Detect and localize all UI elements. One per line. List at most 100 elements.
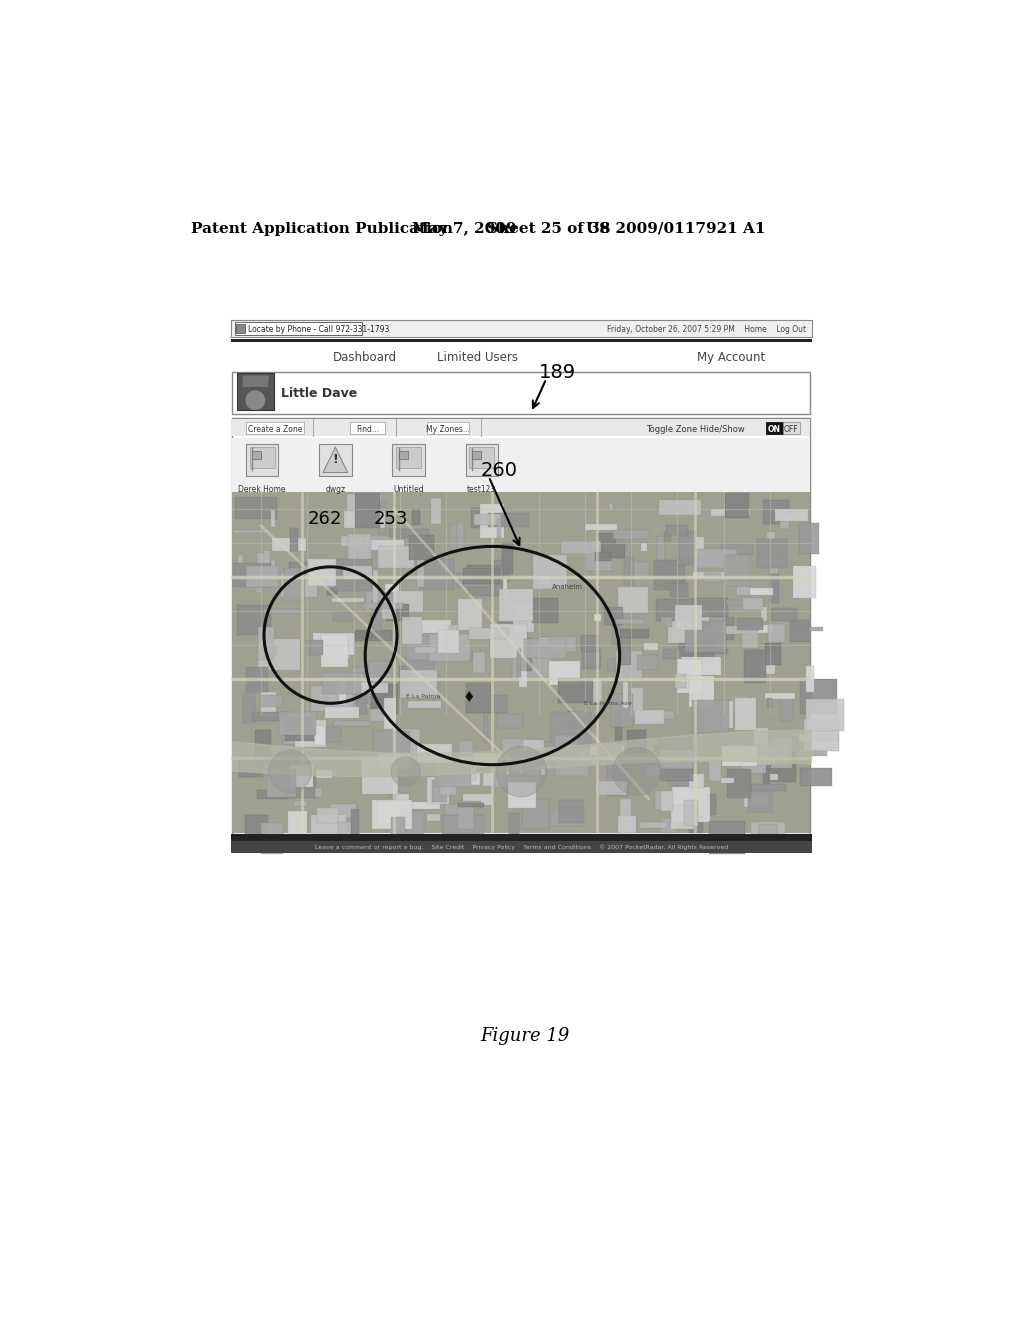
Bar: [666, 525, 687, 535]
Bar: [326, 708, 359, 718]
Bar: [351, 667, 387, 673]
Bar: [738, 586, 750, 595]
Bar: [240, 760, 263, 776]
Bar: [507, 632, 519, 648]
Bar: [258, 639, 300, 669]
Bar: [763, 770, 769, 784]
Bar: [586, 549, 611, 572]
Bar: [517, 649, 521, 677]
Bar: [744, 744, 786, 764]
Bar: [644, 764, 687, 777]
Bar: [427, 776, 450, 804]
Bar: [378, 754, 411, 770]
Bar: [559, 800, 584, 822]
Bar: [735, 697, 756, 730]
Bar: [660, 750, 693, 768]
Bar: [692, 573, 729, 578]
Bar: [709, 821, 745, 854]
Bar: [754, 727, 768, 762]
Bar: [680, 537, 705, 557]
Bar: [378, 801, 399, 824]
Bar: [418, 676, 440, 698]
Bar: [766, 422, 782, 434]
Bar: [618, 586, 647, 612]
Bar: [681, 647, 707, 655]
Bar: [707, 795, 716, 814]
Bar: [705, 626, 746, 635]
Bar: [623, 681, 628, 709]
Bar: [668, 771, 693, 787]
Bar: [258, 627, 273, 660]
Bar: [561, 541, 601, 554]
Text: Toggle Zone Hide/Show: Toggle Zone Hide/Show: [646, 425, 745, 434]
Bar: [364, 603, 403, 609]
Bar: [722, 701, 732, 729]
Bar: [415, 647, 435, 653]
Bar: [727, 770, 752, 799]
Bar: [653, 744, 671, 752]
Bar: [335, 694, 373, 704]
Bar: [694, 649, 728, 653]
Bar: [420, 558, 454, 589]
Bar: [230, 834, 812, 843]
Text: E La Palma: E La Palma: [406, 694, 440, 700]
Bar: [234, 498, 276, 519]
Bar: [384, 777, 395, 793]
Text: My Zones...: My Zones...: [426, 425, 470, 434]
Bar: [751, 822, 785, 850]
Bar: [398, 451, 408, 459]
Bar: [585, 524, 616, 531]
Bar: [709, 760, 722, 780]
Bar: [764, 500, 788, 524]
Bar: [779, 516, 788, 529]
Bar: [640, 822, 668, 828]
Bar: [285, 568, 305, 601]
Bar: [394, 591, 423, 612]
Bar: [391, 817, 404, 834]
Bar: [366, 590, 389, 612]
Bar: [685, 620, 726, 652]
Bar: [508, 783, 537, 808]
Polygon shape: [323, 447, 348, 473]
Bar: [374, 570, 378, 603]
Bar: [350, 422, 385, 434]
Bar: [232, 438, 810, 492]
Bar: [615, 536, 630, 544]
Bar: [445, 772, 480, 785]
Bar: [681, 784, 689, 810]
Bar: [499, 590, 534, 622]
Bar: [806, 698, 844, 730]
Bar: [273, 776, 280, 788]
Bar: [614, 711, 622, 743]
Bar: [344, 649, 349, 657]
Bar: [385, 585, 398, 593]
Bar: [378, 546, 415, 568]
Text: ON: ON: [768, 425, 780, 434]
Bar: [285, 717, 314, 742]
Bar: [427, 422, 469, 434]
Bar: [771, 738, 793, 768]
Bar: [675, 606, 701, 630]
Bar: [582, 648, 601, 669]
Bar: [599, 780, 627, 795]
Bar: [458, 573, 490, 586]
Bar: [494, 560, 510, 582]
Bar: [232, 420, 810, 437]
Bar: [790, 620, 809, 642]
Bar: [355, 689, 368, 714]
Bar: [252, 711, 288, 721]
Bar: [613, 529, 649, 539]
Text: Create a Zone: Create a Zone: [248, 425, 302, 434]
Bar: [458, 803, 474, 829]
Bar: [472, 451, 481, 459]
Bar: [311, 685, 353, 711]
Bar: [246, 668, 267, 693]
Bar: [471, 508, 489, 528]
Bar: [737, 618, 763, 630]
Bar: [307, 558, 336, 586]
Bar: [341, 536, 364, 546]
Bar: [316, 770, 332, 779]
Bar: [335, 560, 372, 591]
Bar: [757, 539, 786, 568]
Bar: [466, 444, 498, 477]
